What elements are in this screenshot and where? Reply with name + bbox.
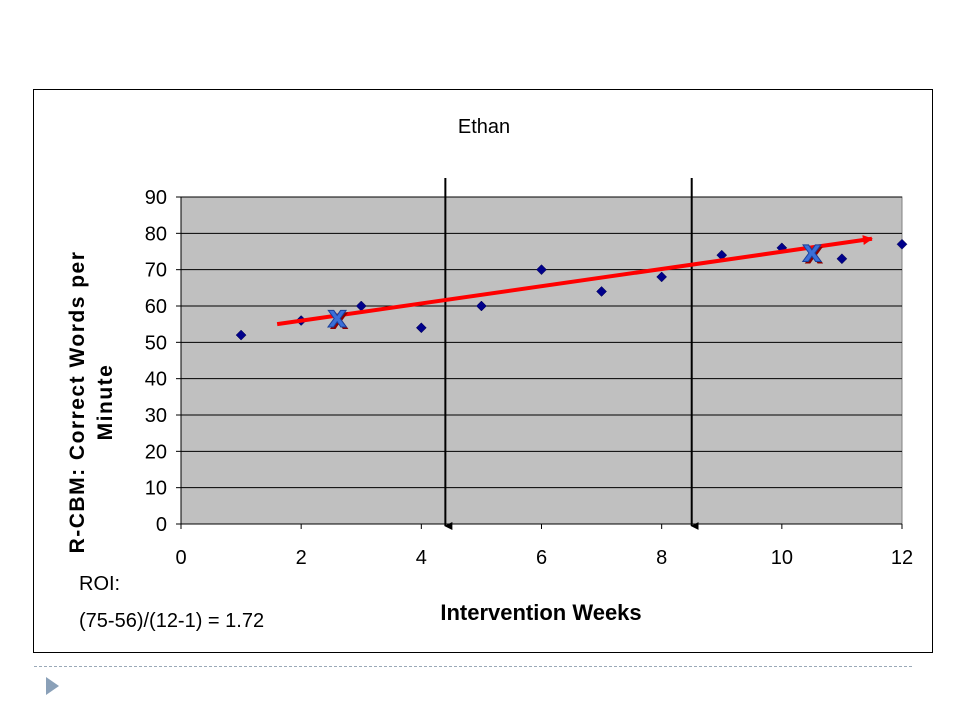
y-axis-title: R-CBM: Correct Words per Minute [66,251,117,554]
svg-text:x: x [330,302,349,337]
data-point [656,271,668,283]
x-tick-label: 0 [175,547,186,569]
data-point [536,264,547,276]
y-tick-label: 0 [156,514,167,536]
y-tick-label: 30 [145,405,167,427]
trend-line-arrow [276,235,873,327]
y-tick-label: 60 [145,296,167,318]
slide-bullet-icon [46,677,59,695]
y-tick-label: 90 [145,187,167,209]
x-tick-label: 4 [416,547,427,569]
x-marker-icon: xx [802,234,824,272]
x-tick-label: 12 [891,547,913,569]
plot-area [180,196,903,525]
y-tick-label: 70 [145,260,167,282]
x-tick-label: 8 [656,547,667,569]
data-point [596,286,607,297]
roi-formula: (75-56)/(12-1) = 1.72 [79,610,264,632]
x-marker-icon: xx [327,299,349,337]
svg-text:x: x [328,300,347,335]
data-point [476,300,487,312]
data-point [235,329,247,341]
y-tick-label: 10 [145,478,167,500]
y-tick-label: 50 [145,332,167,354]
svg-text:x: x [802,235,821,270]
chart-title: Ethan [458,116,510,138]
data-point [896,238,908,250]
chart-frame: Ethan 0 10 20 30 40 50 60 70 80 90 0 2 4 6 8 10 12 x x x x I… [33,89,933,653]
y-tick-label: 80 [145,223,167,245]
data-point [836,253,848,265]
x-axis-title: Intervention Weeks [440,600,641,625]
y-tick-label: 40 [145,369,167,391]
roi-label: ROI: [79,573,120,595]
x-tick-label: 2 [296,547,307,569]
data-point [415,322,427,334]
y-axis-title-line-1: R-CBM: Correct Words per [66,251,89,554]
slide-separator [34,666,912,667]
x-tick-label: 6 [536,547,547,569]
y-axis-title-line-2: Minute [94,364,117,441]
x-tick-label: 10 [771,547,793,569]
y-tick-label: 20 [145,441,167,463]
svg-text:x: x [804,237,823,272]
